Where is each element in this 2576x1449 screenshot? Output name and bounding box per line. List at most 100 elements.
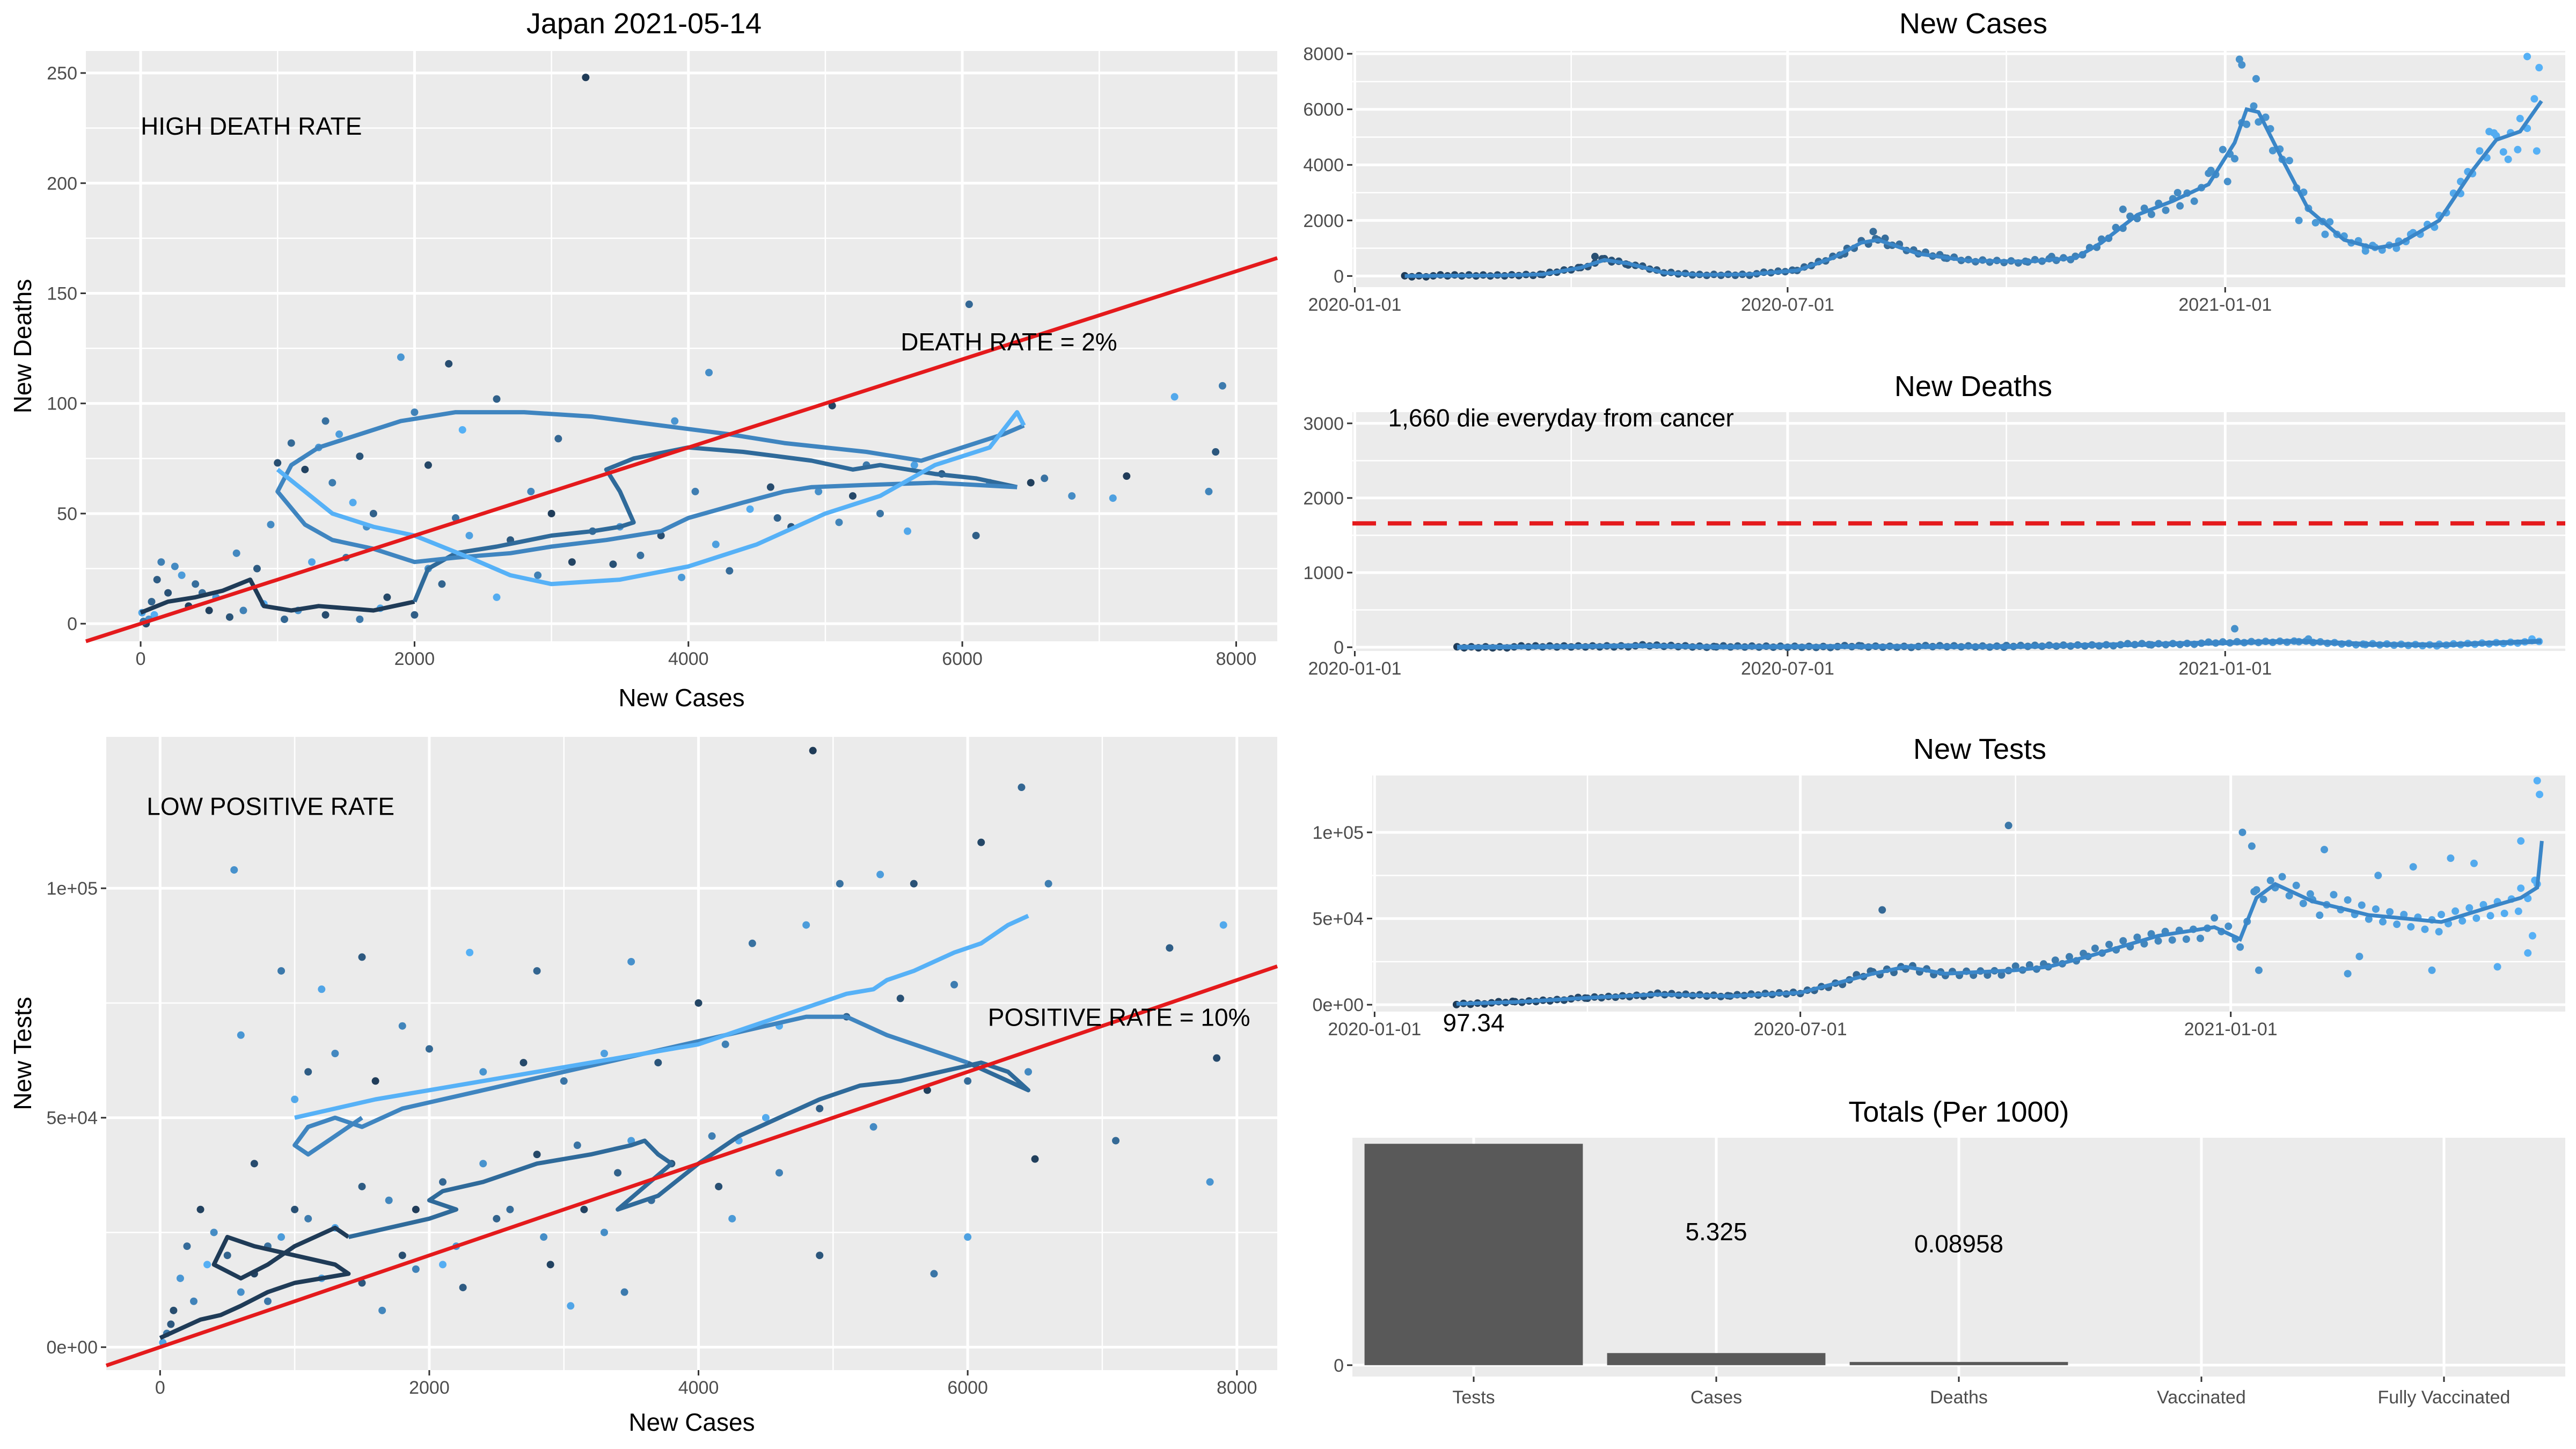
trail-line bbox=[276, 410, 1026, 587]
data-point bbox=[2223, 178, 2231, 186]
daily-point bbox=[2224, 923, 2233, 931]
death-rate-label: DEATH RATE = 2% bbox=[901, 328, 1117, 356]
data-point bbox=[479, 1068, 487, 1076]
data-point bbox=[2238, 828, 2246, 836]
daily-point bbox=[2133, 933, 2141, 941]
data-point bbox=[237, 1031, 245, 1039]
data-point bbox=[2321, 230, 2329, 238]
x-tick-label: 4000 bbox=[668, 649, 709, 669]
data-point bbox=[274, 459, 282, 467]
data-point bbox=[445, 360, 453, 368]
y-tick-label: 1e+05 bbox=[1313, 823, 1364, 843]
data-point bbox=[210, 1228, 218, 1236]
data-point bbox=[385, 1196, 393, 1204]
data-point bbox=[534, 571, 542, 579]
y-tick-label: 0e+00 bbox=[1313, 995, 1364, 1015]
deaths-vs-cases-gridlines-x bbox=[139, 51, 1238, 641]
data-point bbox=[2523, 53, 2531, 61]
data-point bbox=[167, 1320, 175, 1328]
daily-point bbox=[2344, 896, 2352, 904]
data-point bbox=[192, 580, 200, 588]
category-label: Vaccinated bbox=[2157, 1387, 2246, 1408]
data-point bbox=[1878, 906, 1886, 914]
x-tick-label: 0 bbox=[155, 1378, 165, 1398]
totals-title: Totals (Per 1000) bbox=[1848, 1096, 2069, 1128]
new-cases-y-ticks: 0 2000 4000 6000 8000 bbox=[1303, 44, 1352, 287]
daily-point bbox=[2465, 904, 2473, 912]
data-point bbox=[331, 1050, 339, 1057]
bar bbox=[1849, 1362, 2068, 1365]
data-point bbox=[2238, 61, 2246, 69]
deaths-vs-cases-x-ticks: 0 2000 4000 6000 8000 bbox=[136, 641, 1256, 669]
y-tick-label: 0 bbox=[1334, 638, 1344, 658]
x-tick-label: 2000 bbox=[409, 1378, 450, 1398]
data-point bbox=[636, 551, 645, 559]
data-point bbox=[2255, 966, 2263, 974]
data-point bbox=[318, 985, 326, 993]
tests-vs-cases-gridlines-x bbox=[158, 737, 1239, 1370]
data-point bbox=[712, 540, 720, 548]
daily-point bbox=[2190, 197, 2198, 205]
data-point bbox=[600, 1228, 608, 1236]
category-label: Tests bbox=[1452, 1387, 1495, 1408]
new-tests-plot-area bbox=[1372, 775, 2565, 1012]
daily-point bbox=[2299, 899, 2307, 908]
data-point bbox=[1219, 921, 1227, 929]
data-point bbox=[493, 1214, 501, 1223]
data-point bbox=[910, 461, 918, 469]
x-tick-label: 6000 bbox=[947, 1378, 988, 1398]
data-point bbox=[609, 560, 617, 568]
x-tick-label: 2020-01-01 bbox=[1328, 1019, 1421, 1040]
daily-point bbox=[2311, 218, 2319, 226]
data-point bbox=[1869, 228, 1877, 236]
data-point bbox=[493, 395, 501, 403]
data-point bbox=[438, 580, 446, 588]
category-label: Cases bbox=[1690, 1387, 1742, 1408]
data-point bbox=[2533, 147, 2541, 155]
data-point bbox=[196, 1205, 204, 1213]
daily-point bbox=[2236, 943, 2244, 951]
data-point bbox=[349, 499, 357, 507]
data-point bbox=[398, 1022, 406, 1030]
data-point bbox=[183, 1242, 191, 1250]
data-point bbox=[1166, 944, 1174, 952]
data-point bbox=[301, 465, 309, 473]
new-tests-gridlines-x bbox=[1373, 775, 2233, 1012]
daily-point bbox=[1997, 971, 2006, 979]
new-deaths-x-ticks: 2020-01-01 2020-07-01 2021-01-01 bbox=[1308, 651, 2272, 679]
data-point bbox=[411, 611, 419, 619]
data-point bbox=[412, 1265, 420, 1273]
data-point bbox=[746, 505, 754, 513]
x-tick-label: 2020-01-01 bbox=[1308, 295, 1401, 315]
daily-point bbox=[2386, 908, 2394, 916]
data-point bbox=[239, 606, 247, 614]
tests-vs-cases-panel: LOW POSITIVE RATE POSITIVE RATE = 10% 0 2… bbox=[9, 737, 1278, 1436]
daily-point bbox=[2259, 895, 2267, 903]
data-point bbox=[2321, 846, 2329, 854]
x-tick-label: 8000 bbox=[1217, 1378, 1257, 1398]
data-point bbox=[950, 980, 958, 989]
totals-value-labels: 97.34 5.325 0.08958 bbox=[1443, 1008, 2003, 1257]
data-point bbox=[965, 301, 973, 309]
daily-point bbox=[2451, 907, 2460, 915]
data-point bbox=[264, 1297, 272, 1305]
bar-value-label: 5.325 bbox=[1685, 1218, 1747, 1246]
data-point bbox=[573, 1141, 581, 1150]
data-point bbox=[600, 1050, 608, 1057]
x-tick-label: 4000 bbox=[678, 1378, 719, 1398]
death-rate-reference-line bbox=[85, 256, 1278, 643]
data-point bbox=[1112, 1137, 1120, 1145]
data-point bbox=[506, 1205, 514, 1213]
daily-point bbox=[2514, 908, 2522, 916]
data-point bbox=[2533, 777, 2541, 785]
data-point bbox=[896, 994, 904, 1002]
data-point bbox=[567, 1302, 575, 1310]
data-point bbox=[321, 611, 330, 619]
daily-point bbox=[2285, 157, 2293, 165]
totals-panel: Totals (Per 1000) 97.34 5.325 0.08958 Test… bbox=[1334, 1008, 2565, 1408]
data-point bbox=[554, 435, 562, 443]
y-tick-label: 200 bbox=[47, 173, 77, 194]
data-point bbox=[2248, 842, 2256, 850]
data-point bbox=[904, 527, 912, 535]
